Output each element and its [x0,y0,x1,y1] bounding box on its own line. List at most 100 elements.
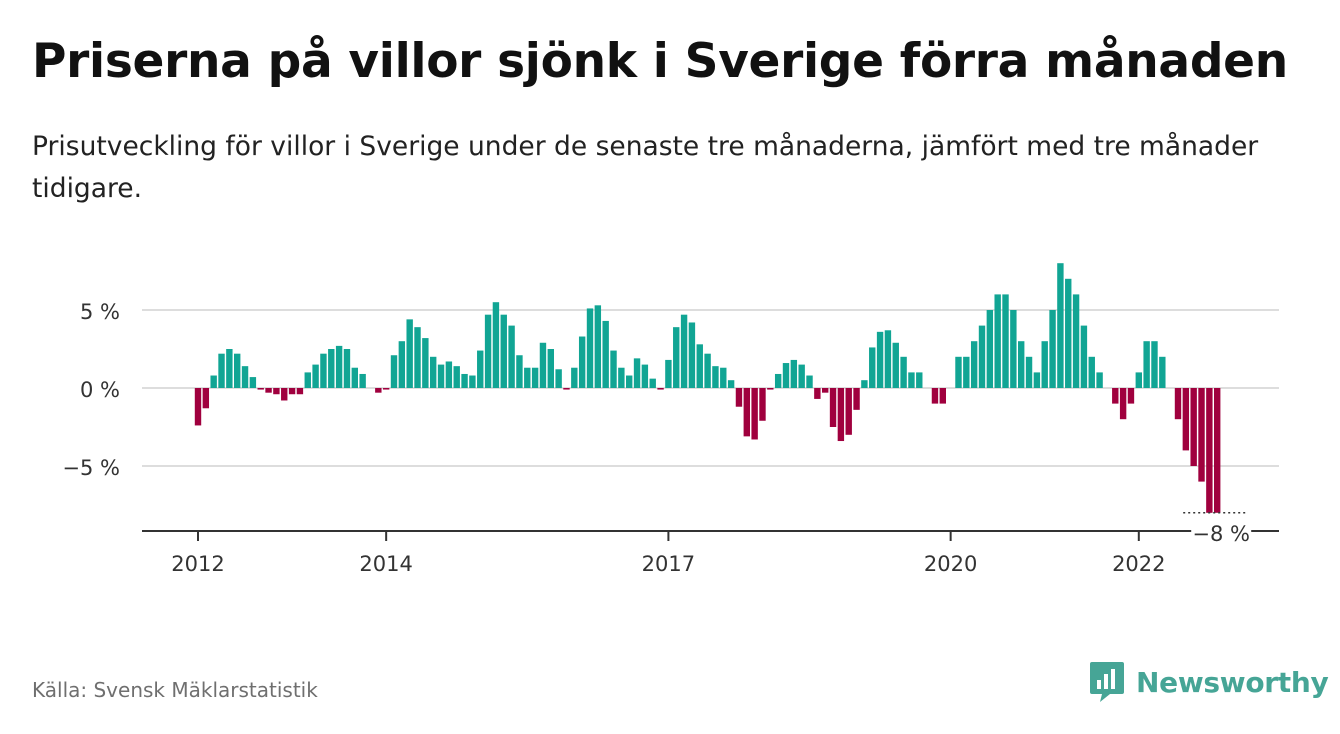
bar [390,355,398,388]
bar [1018,341,1025,388]
bar [908,372,915,388]
bar [1159,356,1166,388]
chart-title: Priserna på villor sjönk i Sverige förra… [32,34,1288,89]
x-tick-label: 2012 [171,552,224,576]
bar [861,380,868,388]
bar [304,372,311,388]
bar [774,373,782,388]
bar [382,388,390,390]
bar [1049,310,1056,388]
bar [461,373,468,388]
bar [876,331,884,388]
brand-logo[interactable]: Newsworthy [1088,660,1329,704]
bar [720,367,727,388]
bar [1143,341,1150,388]
bar [759,388,766,421]
min-annotation: −8 % [1183,512,1252,546]
bar [422,338,429,388]
bar [234,353,241,388]
annotation-label: −8 % [1192,522,1250,546]
bar [1057,263,1064,388]
bar [696,344,703,388]
bar [1127,388,1135,404]
bar [916,372,923,388]
bar [414,327,421,388]
bar [782,363,790,388]
bar [1174,388,1182,420]
bar [955,356,962,388]
bar [288,388,296,395]
bar [806,375,813,388]
bar [469,375,476,388]
x-tick-label: 2017 [642,552,695,576]
bar [704,353,711,388]
bar [1135,372,1142,388]
bar [265,388,272,393]
y-axis-labels: 5 % 0 % −5 % [62,300,120,480]
bar [1072,294,1080,388]
bar [1119,388,1127,420]
bar [1214,388,1221,513]
bar [202,388,210,409]
bar [563,388,570,390]
bar [1088,356,1095,388]
bar [853,388,860,410]
bar [939,388,946,404]
bar [1002,294,1009,388]
bar [665,359,672,388]
bars [194,263,1221,513]
bar [445,361,453,388]
bar [845,388,852,435]
bar [767,388,774,390]
bar [837,388,845,442]
bar [751,388,758,440]
bar [194,388,202,426]
bar [524,367,531,388]
bar [1198,388,1205,482]
x-tick-label: 2022 [1112,552,1165,576]
bar [743,388,750,437]
bar [727,380,735,388]
bar [477,350,484,388]
bar [673,327,680,388]
bar [931,388,939,404]
bar [500,314,507,388]
bar [241,366,249,388]
bar [484,314,492,388]
bar [398,341,406,388]
bar [516,355,523,388]
bar [1025,356,1033,388]
bar [869,347,876,388]
x-tick-label: 2020 [924,552,977,576]
source-note: Källa: Svensk Mäklarstatistik [32,678,318,702]
bar [437,364,445,388]
y-tick-label: −5 % [62,456,120,480]
bar [226,349,233,388]
bar [978,325,986,388]
bar [218,353,225,388]
newsworthy-logo-icon [1090,662,1124,702]
bar [884,330,892,388]
bar [1065,278,1072,388]
bar [1080,325,1088,388]
bar [790,359,798,388]
bar [735,388,743,407]
bar [657,388,664,390]
bar [257,388,264,390]
bar [351,367,358,388]
x-axis: 2012 2014 2017 2020 2022 [142,530,1279,576]
chart-subtitle: Prisutveckling för villor i Sverige unde… [32,131,1259,204]
bar [680,314,688,388]
bar [335,345,343,388]
bar [312,364,319,388]
bar [508,325,515,388]
bar [453,366,460,388]
bar [1096,372,1103,388]
bar [1033,372,1041,388]
bar [1151,341,1158,388]
bar [594,305,602,388]
bar [586,308,594,388]
bar [688,322,696,388]
bar [822,388,829,393]
